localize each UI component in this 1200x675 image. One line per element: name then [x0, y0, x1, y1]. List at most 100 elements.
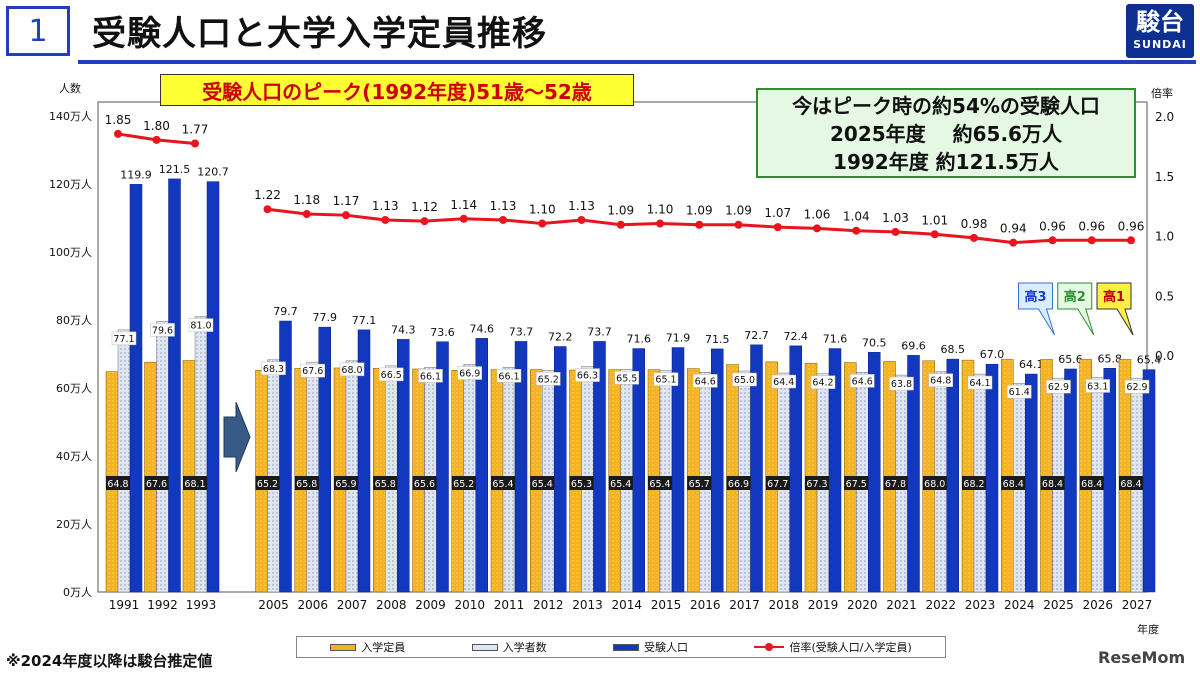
x-tick-label: 2018 [768, 598, 799, 612]
y-tick-label: 0万人 [63, 586, 92, 599]
capacity-value-label: 65.6 [414, 479, 435, 490]
bar-population [828, 348, 842, 593]
capacity-label-box [491, 476, 515, 490]
bar-population [554, 346, 567, 593]
capacity-label-box [805, 476, 829, 490]
enrolled-value-label: 64.6 [852, 376, 873, 387]
bar-population [475, 338, 488, 593]
capacity-value-label: 68.4 [1003, 479, 1024, 490]
ratio-point [813, 224, 821, 233]
enrolled-label-box [188, 318, 214, 332]
bar-population [129, 184, 143, 593]
enrolled-label-box [339, 362, 365, 377]
enrolled-value-label: 68.0 [341, 365, 362, 376]
capacity-value-label: 68.0 [924, 479, 945, 490]
population-value-label: 71.9 [666, 332, 691, 345]
x-tick-label: 2005 [258, 598, 289, 612]
enrolled-label-box [967, 375, 993, 390]
enrolled-label-box [732, 372, 757, 387]
capacity-value-label: 68.4 [1042, 479, 1063, 490]
population-value-label: 65.8 [1098, 352, 1123, 365]
enrolled-label-box [928, 373, 953, 387]
ratio-point [191, 139, 199, 148]
enrolled-label-box [536, 372, 561, 386]
capacity-label-box [106, 476, 130, 490]
capacity-label-box [183, 476, 207, 490]
x-tick-label: 2016 [690, 598, 721, 612]
bar-capacity [1079, 359, 1092, 593]
page-title: 受験人口と大学入学定員推移 [92, 14, 547, 54]
capacity-value-label: 68.4 [1120, 479, 1141, 490]
bar-population [436, 341, 449, 593]
ratio-point [1127, 236, 1135, 245]
bar-capacity [1118, 359, 1132, 593]
ratio-point [1009, 238, 1018, 247]
enrolled-label-box [1046, 379, 1071, 394]
population-value-label: 69.6 [901, 339, 926, 352]
enrolled-value-label: 66.1 [498, 371, 519, 382]
bar-population [279, 320, 292, 593]
ratio-point [263, 205, 272, 214]
bar-population [357, 329, 371, 593]
capacity-value-label: 65.3 [571, 479, 592, 490]
enrolled-value-label: 64.2 [812, 378, 833, 389]
ratio-point [577, 215, 586, 224]
enrolled-value-label: 65.2 [538, 374, 559, 385]
ratio-value-label: 0.96 [1118, 219, 1145, 233]
ratio-value-label: 1.18 [293, 193, 320, 207]
bar-population [868, 352, 881, 593]
enrolled-label-box [300, 363, 325, 378]
capacity-value-label: 65.8 [375, 479, 396, 490]
enrolled-value-label: 64.8 [930, 376, 951, 387]
bar-population [1103, 368, 1116, 593]
grade-callout-label: 高3 [1024, 289, 1046, 305]
bar-population [750, 344, 763, 593]
enrolled-value-label: 77.1 [113, 334, 134, 345]
enrolled-value-label: 63.8 [891, 379, 912, 390]
enrolled-value-label: 79.6 [152, 325, 173, 336]
x-tick-label: 2021 [886, 598, 917, 612]
y2-tick-label: 0.0 [1155, 349, 1174, 363]
population-value-label: 70.5 [862, 336, 887, 349]
enrolled-label-box [810, 375, 836, 389]
chart-legend: 入学定員 入学者数 受験人口 倍率(受験人口/入学定員) [296, 636, 946, 658]
enrolled-label-box [653, 372, 679, 386]
enrolled-label-box [379, 367, 404, 382]
ratio-point [152, 135, 161, 144]
capacity-label-box [255, 476, 280, 490]
enrolled-label-box [889, 376, 914, 391]
enrolled-label-box [261, 361, 286, 376]
bar-population [514, 341, 528, 593]
ratio-point [459, 214, 468, 223]
ratio-value-label: 0.96 [1039, 219, 1066, 233]
x-tick-label: 2015 [651, 598, 682, 612]
enrolled-value-label: 64.1 [969, 378, 990, 389]
y-tick-label: 80万人 [56, 314, 92, 327]
enrolled-label-box [575, 368, 600, 382]
grade-callout-label: 高1 [1103, 289, 1125, 305]
y2-tick-label: 1.0 [1155, 230, 1174, 244]
population-value-label: 71.6 [823, 333, 848, 346]
x-tick-label: 2027 [1122, 598, 1153, 612]
enrolled-value-label: 65.1 [655, 375, 676, 386]
x-tick-label: 2019 [808, 598, 839, 612]
capacity-label-box [144, 476, 169, 490]
x-tick-label: 2014 [611, 598, 642, 612]
x-tick-label: 2013 [572, 598, 603, 612]
x-tick-label: 1993 [186, 598, 217, 612]
legend-swatch-ratio [754, 643, 785, 651]
ratio-point [538, 219, 547, 228]
ratio-point [499, 215, 507, 224]
capacity-value-label: 67.5 [846, 479, 867, 490]
logo-sub-text: SUNDAI [1133, 38, 1187, 51]
ratio-point [616, 220, 625, 229]
bar-population [206, 181, 220, 593]
legend-label-capacity: 入学定員 [361, 641, 406, 654]
bar-population [711, 348, 724, 593]
x-tick-label: 2023 [965, 598, 996, 612]
capacity-label-box [883, 476, 908, 490]
capacity-label-box [608, 476, 633, 490]
y2-tick-label: 2.0 [1155, 110, 1174, 124]
capacity-value-label: 68.2 [963, 479, 984, 490]
slide-number: 1 [6, 6, 70, 56]
